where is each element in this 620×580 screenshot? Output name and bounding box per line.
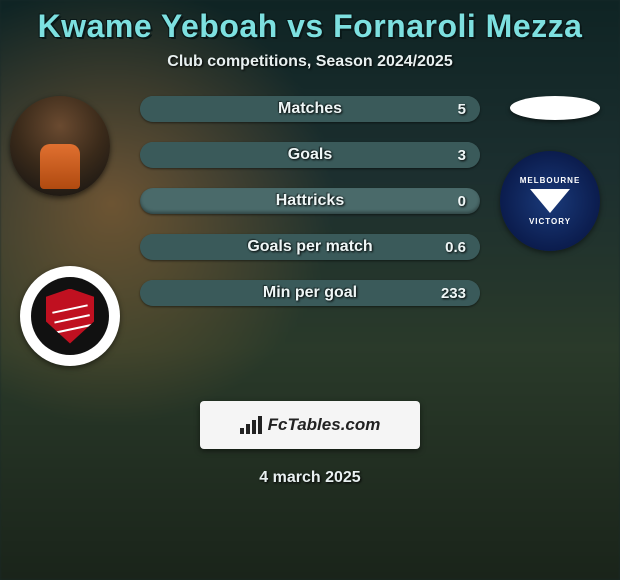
club-left-badge [20,266,120,366]
shield-icon [46,289,94,344]
bar-value-right: 0 [458,193,466,210]
date-text: 4 march 2025 [0,469,620,487]
bar-label: Hattricks [140,192,480,210]
stat-bar: Matches5 [140,96,480,122]
club-right-label-bottom: VICTORY [529,217,571,226]
infographic-root: Kwame Yeboah vs Fornaroli Mezza Club com… [0,0,620,580]
stat-bar: Goals3 [140,142,480,168]
chevron-down-icon [530,189,570,217]
club-right-badge: MELBOURNE VICTORY [500,151,600,251]
bar-value-right: 0.6 [445,239,466,256]
bar-value-right: 3 [458,147,466,164]
bar-chart-icon [240,416,262,434]
bar-value-right: 5 [458,101,466,118]
content-area: MELBOURNE VICTORY Matches5Goals3Hattrick… [0,101,620,361]
player-right-avatar [510,96,600,120]
stat-bar: Goals per match0.6 [140,234,480,260]
bar-right-fill [140,280,480,306]
page-title: Kwame Yeboah vs Fornaroli Mezza [0,8,620,45]
bar-value-right: 233 [441,285,466,302]
bar-right-fill [140,96,480,122]
subtitle: Club competitions, Season 2024/2025 [0,53,620,71]
stat-bar: Hattricks0 [140,188,480,214]
player-left-avatar [10,96,110,196]
club-right-label-top: MELBOURNE [520,176,581,185]
brand-text: FcTables.com [268,415,381,435]
brand-badge: FcTables.com [200,401,420,449]
stat-bars: Matches5 Goals3 Hattricks0 Goals per match0… [140,96,480,326]
bar-right-fill [140,234,480,260]
stat-bar: Min per goal233 [140,280,480,306]
bar-right-fill [140,142,480,168]
